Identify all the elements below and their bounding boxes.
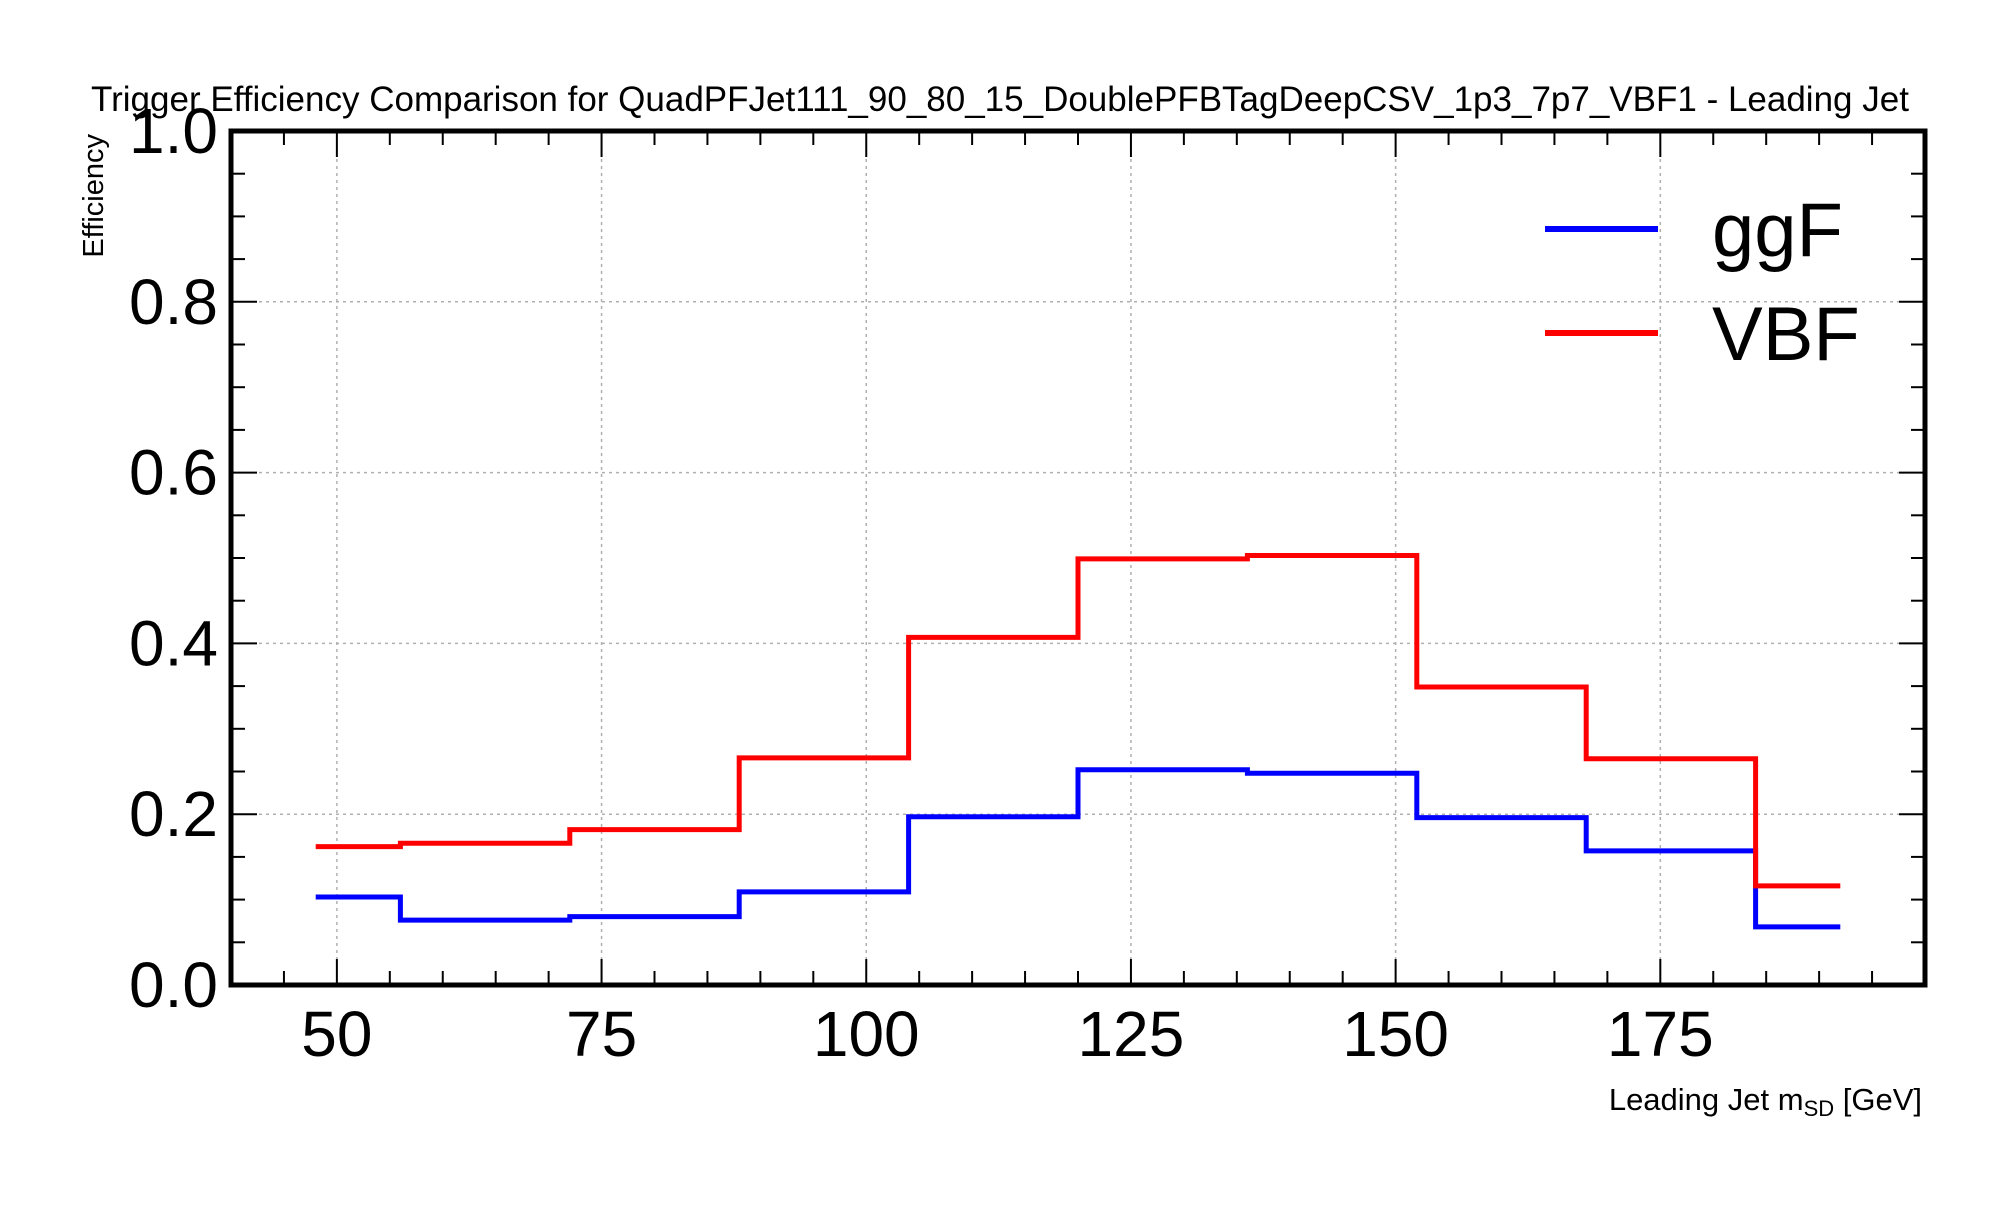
ggf-series-line	[315, 767, 1841, 930]
x-tick-label: 50	[301, 998, 372, 1070]
x-tick-label: 100	[813, 998, 920, 1070]
y-tick-label: 0.4	[129, 607, 218, 679]
x-axis-label: Leading Jet mSD [GeV]	[1609, 1082, 1922, 1121]
legend: ggF VBF	[1545, 188, 1860, 377]
vbf-legend-label: VBF	[1712, 292, 1860, 377]
y-tick-label: 0.2	[129, 778, 218, 850]
y-tick-label: 0.0	[129, 949, 218, 1021]
x-tick-label: 175	[1607, 998, 1714, 1070]
x-axis-label-unit: [GeV]	[1834, 1082, 1922, 1117]
x-axis-label-main: Leading Jet m	[1609, 1082, 1804, 1117]
x-tick-label: 75	[566, 998, 637, 1070]
tick-labels: 50 75 100 125 150 175 0.0 0.2 0.4 0.6 0.8 1.0	[129, 95, 1714, 1070]
x-tick-label: 150	[1342, 998, 1449, 1070]
ggf-legend-label: ggF	[1712, 188, 1843, 273]
x-tick-label: 125	[1078, 998, 1185, 1070]
x-axis-label-subscript: SD	[1804, 1096, 1835, 1121]
series-layer	[315, 552, 1841, 930]
y-tick-label: 0.8	[129, 266, 218, 338]
chart-title: Trigger Efficiency Comparison for QuadPF…	[91, 80, 1909, 119]
y-tick-label: 0.6	[129, 437, 218, 509]
y-axis-label: Efficiency	[78, 134, 110, 258]
vbf-series-line	[315, 552, 1841, 889]
y-tick-label: 1.0	[129, 95, 218, 167]
ticks	[230, 130, 1926, 986]
